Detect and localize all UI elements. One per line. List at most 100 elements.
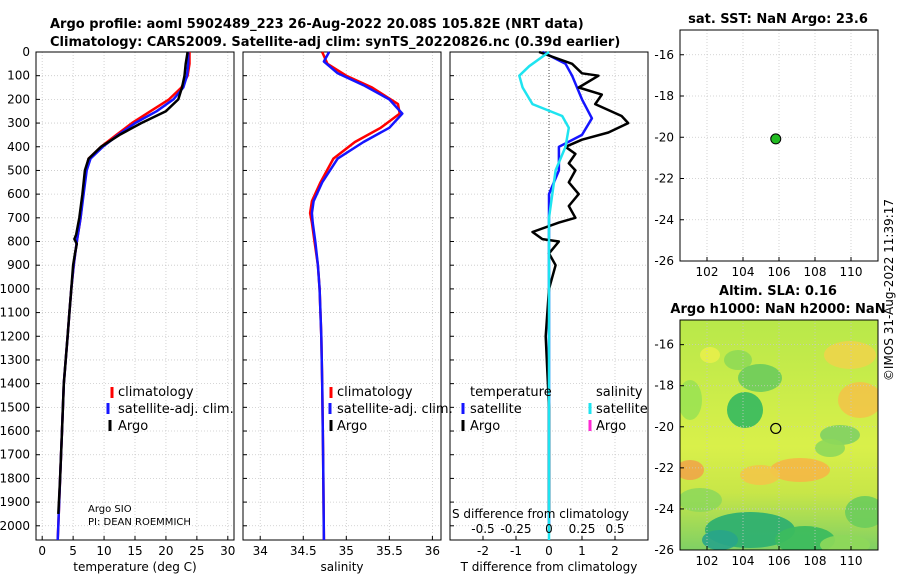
lat-tick-label: -26 <box>654 254 674 268</box>
salinity-legend: climatology satellite-adj. clim. Argo <box>328 385 453 434</box>
y-tick-label: 100 <box>7 69 30 83</box>
s-diff-tick-label: -0.5 <box>471 522 494 536</box>
lat-tick-label: -26 <box>654 543 674 557</box>
s-diff-tick-label: -0.25 <box>500 522 531 536</box>
x-tick-label: 35.5 <box>376 544 403 558</box>
y-tick-label: 1700 <box>0 448 30 462</box>
lon-tick-label: 104 <box>732 265 755 279</box>
y-tick-label: 300 <box>7 116 30 130</box>
y-tick-label: 1800 <box>0 471 30 485</box>
lon-tick-label: 108 <box>804 554 827 568</box>
s-diff-tick-label: 0.5 <box>605 522 624 536</box>
legend-satellite-s-label: satellite <box>596 402 648 417</box>
legend-argo-label: Argo <box>337 419 367 434</box>
y-tick-label: 400 <box>7 140 30 154</box>
difference-panel: -2 -1 0 1 2 temperature salinity satellite A… <box>449 50 649 574</box>
lon-tick-label: 102 <box>696 265 719 279</box>
imos-timestamp: ©IMOS 31-Aug-2022 11:39:17 <box>882 199 896 381</box>
lon-tick-label: 110 <box>840 554 863 568</box>
x-tick-label: 5 <box>69 544 77 558</box>
series-line-argo-temperature <box>531 50 630 514</box>
x-tick-label: -2 <box>477 544 489 558</box>
annotation-pi: PI: DEAN ROEMMICH <box>88 517 191 528</box>
s-diff-tick-label: 0 <box>545 522 553 536</box>
x-tick-label: 15 <box>127 544 142 558</box>
legend-climatology-label: climatology <box>118 385 194 400</box>
salinity-panel: 34 34.5 35 35.5 36 climatology satellite-adj… <box>242 51 453 574</box>
x-tick-label: 36 <box>425 544 440 558</box>
sst-map-panel: sat. SST: NaN Argo: 23.6 102 104 106 108 110… <box>654 12 879 279</box>
legend-argo-t-label: Argo <box>470 419 500 434</box>
y-tick-label: 600 <box>7 187 30 201</box>
lat-tick-label: -24 <box>654 213 674 227</box>
lat-tick-label: -22 <box>654 461 674 475</box>
y-tick-label: 700 <box>7 211 30 225</box>
y-tick-label: 1100 <box>0 306 30 320</box>
lat-tick-label: -18 <box>654 379 674 393</box>
series-line-argo <box>57 51 189 514</box>
y-tick-label: 900 <box>7 258 30 272</box>
s-diff-tick-label: 0.25 <box>569 522 596 536</box>
x-tick-label: 0 <box>38 544 46 558</box>
y-tick-label: 1600 <box>0 424 30 438</box>
x-tick-label: 20 <box>158 544 173 558</box>
x-tick-label: 1 <box>578 544 586 558</box>
difference-legend: temperature salinity satellite Argo sate… <box>461 385 648 434</box>
y-tick-label: 1300 <box>0 353 30 367</box>
lon-tick-label: 104 <box>732 554 755 568</box>
x-tick-label: 0 <box>545 544 553 558</box>
lon-tick-label: 110 <box>840 265 863 279</box>
lat-tick-label: -16 <box>654 338 674 352</box>
lon-tick-label: 108 <box>804 265 827 279</box>
y-tick-label: 1500 <box>0 400 30 414</box>
x-tick-label: 35 <box>339 544 354 558</box>
sla-subtitle: Argo h1000: NaN h2000: NaN <box>670 302 885 317</box>
x-tick-label: 34.5 <box>290 544 317 558</box>
lat-tick-label: -24 <box>654 502 674 516</box>
lat-tick-label: -20 <box>654 420 674 434</box>
sla-map-panel: Altim. SLA: 0.16 Argo h1000: NaN h2000: … <box>654 284 885 568</box>
series-line-climatology <box>56 52 191 541</box>
legend-salinity-title: salinity <box>596 385 643 400</box>
legend-argo-label: Argo <box>118 419 148 434</box>
legend-satellite-label: satellite-adj. clim. <box>118 402 234 417</box>
legend-temperature-title: temperature <box>470 385 552 400</box>
legend-climatology-label: climatology <box>337 385 413 400</box>
salinity-xlabel: salinity <box>320 560 363 574</box>
y-tick-label: 0 <box>22 45 30 59</box>
y-tick-label: 500 <box>7 163 30 177</box>
y-tick-label: 2000 <box>0 519 30 533</box>
lon-tick-label: 102 <box>696 554 719 568</box>
y-tick-label: 1000 <box>0 282 30 296</box>
temperature-panel: 0100200300400500600700800900100011001200… <box>0 45 235 574</box>
series-line-satellite-salinity <box>518 50 571 540</box>
x-tick-label: 10 <box>96 544 111 558</box>
legend-satellite-label: satellite-adj. clim. <box>337 402 453 417</box>
series-line-satellite-adj-clim- <box>310 51 404 541</box>
x-tick-label: 34 <box>253 544 268 558</box>
legend-argo-s-label: Argo <box>596 419 626 434</box>
argo-position-marker <box>770 133 782 145</box>
lat-tick-label: -18 <box>654 89 674 103</box>
lat-tick-label: -16 <box>654 48 674 62</box>
y-tick-label: 800 <box>7 235 30 249</box>
series-line-satellite-adj-clim- <box>56 52 190 541</box>
y-tick-label: 1200 <box>0 329 30 343</box>
salinity-difference-xlabel: S difference from climatology <box>452 507 629 521</box>
salinity-axes <box>242 51 442 541</box>
title-line-1: Argo profile: aoml 5902489_223 26-Aug-20… <box>50 17 584 32</box>
lat-tick-label: -20 <box>654 130 674 144</box>
lon-tick-label: 106 <box>768 554 791 568</box>
lon-tick-label: 106 <box>768 265 791 279</box>
annotation-institution: Argo SIO <box>88 504 132 515</box>
x-tick-label: 30 <box>220 544 235 558</box>
title-line-2: Climatology: CARS2009. Satellite-adj cli… <box>50 35 620 50</box>
x-tick-label: 25 <box>189 544 204 558</box>
argo-position-marker <box>770 422 782 435</box>
temperature-xlabel: temperature (deg C) <box>73 560 196 574</box>
y-tick-label: 1900 <box>0 495 30 509</box>
x-tick-label: -1 <box>510 544 522 558</box>
y-tick-label: 1400 <box>0 377 30 391</box>
y-tick-label: 200 <box>7 92 30 106</box>
